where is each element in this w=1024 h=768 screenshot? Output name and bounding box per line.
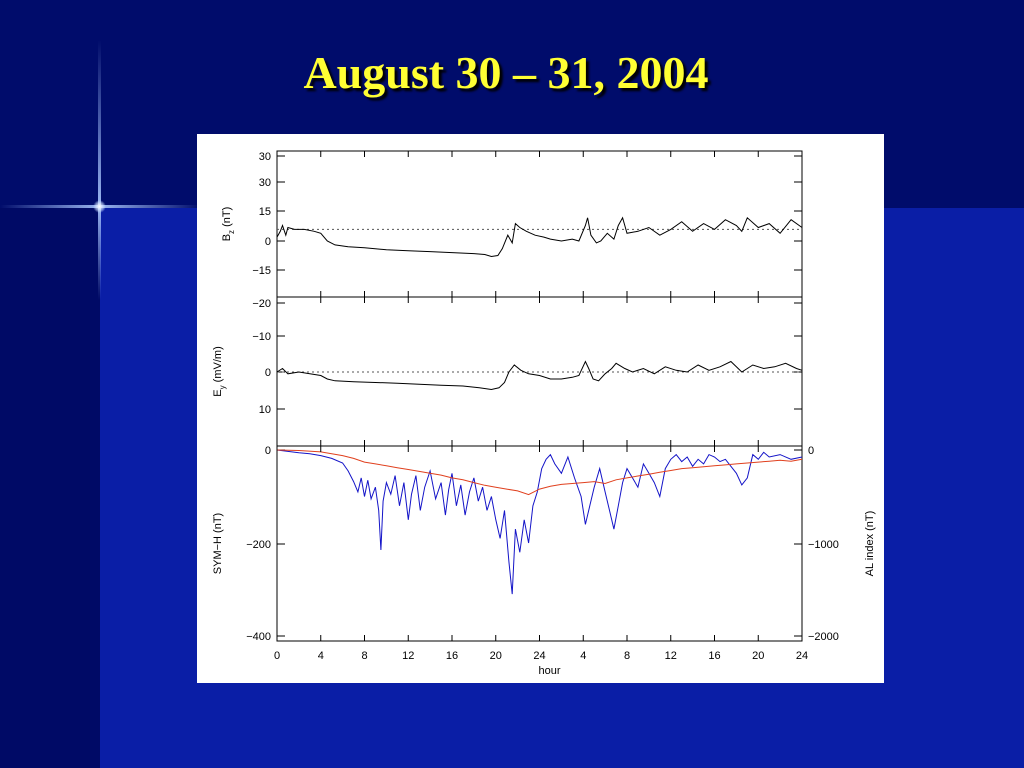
- panel-bz-frame: [276, 150, 803, 298]
- ey-ytick-label: 10: [259, 404, 271, 416]
- al-ytick-label: −1000: [808, 539, 839, 551]
- xtick-label: 8: [361, 650, 367, 662]
- bz-ytick-label: −15: [252, 265, 271, 277]
- sparkle-vertical-ray: [98, 40, 101, 300]
- xtick-label: 16: [446, 650, 458, 662]
- figure-panel: 30 30 15 0 −15 Bz (nT) −20 −10 0 10 Ey (mV/m) 0 −200…: [197, 134, 884, 683]
- bz-ylabel-unit: (nT): [221, 207, 233, 230]
- ey-series-line: [276, 360, 803, 391]
- symh-ytick-label: −400: [246, 631, 271, 643]
- bz-ylabel: Bz (nT): [221, 207, 236, 242]
- ey-ylabel-main: E: [212, 389, 224, 396]
- al-ytick-label: −2000: [808, 631, 839, 643]
- ey-ylabel: Ey (mV/m): [212, 346, 227, 396]
- xtick-label: 24: [796, 650, 808, 662]
- bz-ylabel-main: B: [221, 234, 233, 241]
- slide-title: August 30 – 31, 2004: [303, 47, 709, 98]
- al-ytick-label: 0: [808, 445, 814, 457]
- bz-ytick-label: 0: [265, 236, 271, 248]
- symh-ytick-label: −200: [246, 539, 271, 551]
- symh-series-line: [276, 449, 803, 595]
- x-axis-label: hour: [538, 665, 560, 677]
- xtick-label: 20: [490, 650, 502, 662]
- bz-ylabel-sub: z: [227, 230, 236, 234]
- ey-ytick-label: 0: [265, 367, 271, 379]
- xtick-label: 4: [318, 650, 324, 662]
- bz-ytick-label: 30: [259, 151, 271, 163]
- al-ylabel: AL index (nT): [864, 511, 876, 577]
- ey-ylabel-unit: (mV/m): [212, 346, 224, 385]
- xtick-label: 24: [533, 650, 545, 662]
- bz-ytick-label: 30: [259, 177, 271, 189]
- xtick-label: 0: [274, 650, 280, 662]
- bz-series-line: [276, 216, 803, 258]
- ey-ytick-label: −20: [252, 298, 271, 310]
- al-series-line: [276, 449, 803, 496]
- xtick-label: 12: [402, 650, 414, 662]
- background-left-band: [0, 208, 100, 768]
- symh-ytick-label: 0: [265, 445, 271, 457]
- symh-ylabel: SYM−H (nT): [212, 513, 224, 574]
- ey-ylabel-sub: y: [218, 385, 227, 389]
- xtick-label: 8: [624, 650, 630, 662]
- xtick-label: 4: [580, 650, 586, 662]
- sparkle-star-icon: [93, 200, 106, 213]
- stacked-time-series-chart: 30 30 15 0 −15 Bz (nT) −20 −10 0 10 Ey (mV/m) 0 −200…: [212, 150, 876, 677]
- bz-ytick-label: 15: [259, 206, 271, 218]
- ey-ytick-label: −10: [252, 331, 271, 343]
- xtick-label: 12: [665, 650, 677, 662]
- xtick-label: 20: [752, 650, 764, 662]
- xtick-label: 16: [708, 650, 720, 662]
- panel-symh-frame: [276, 445, 803, 642]
